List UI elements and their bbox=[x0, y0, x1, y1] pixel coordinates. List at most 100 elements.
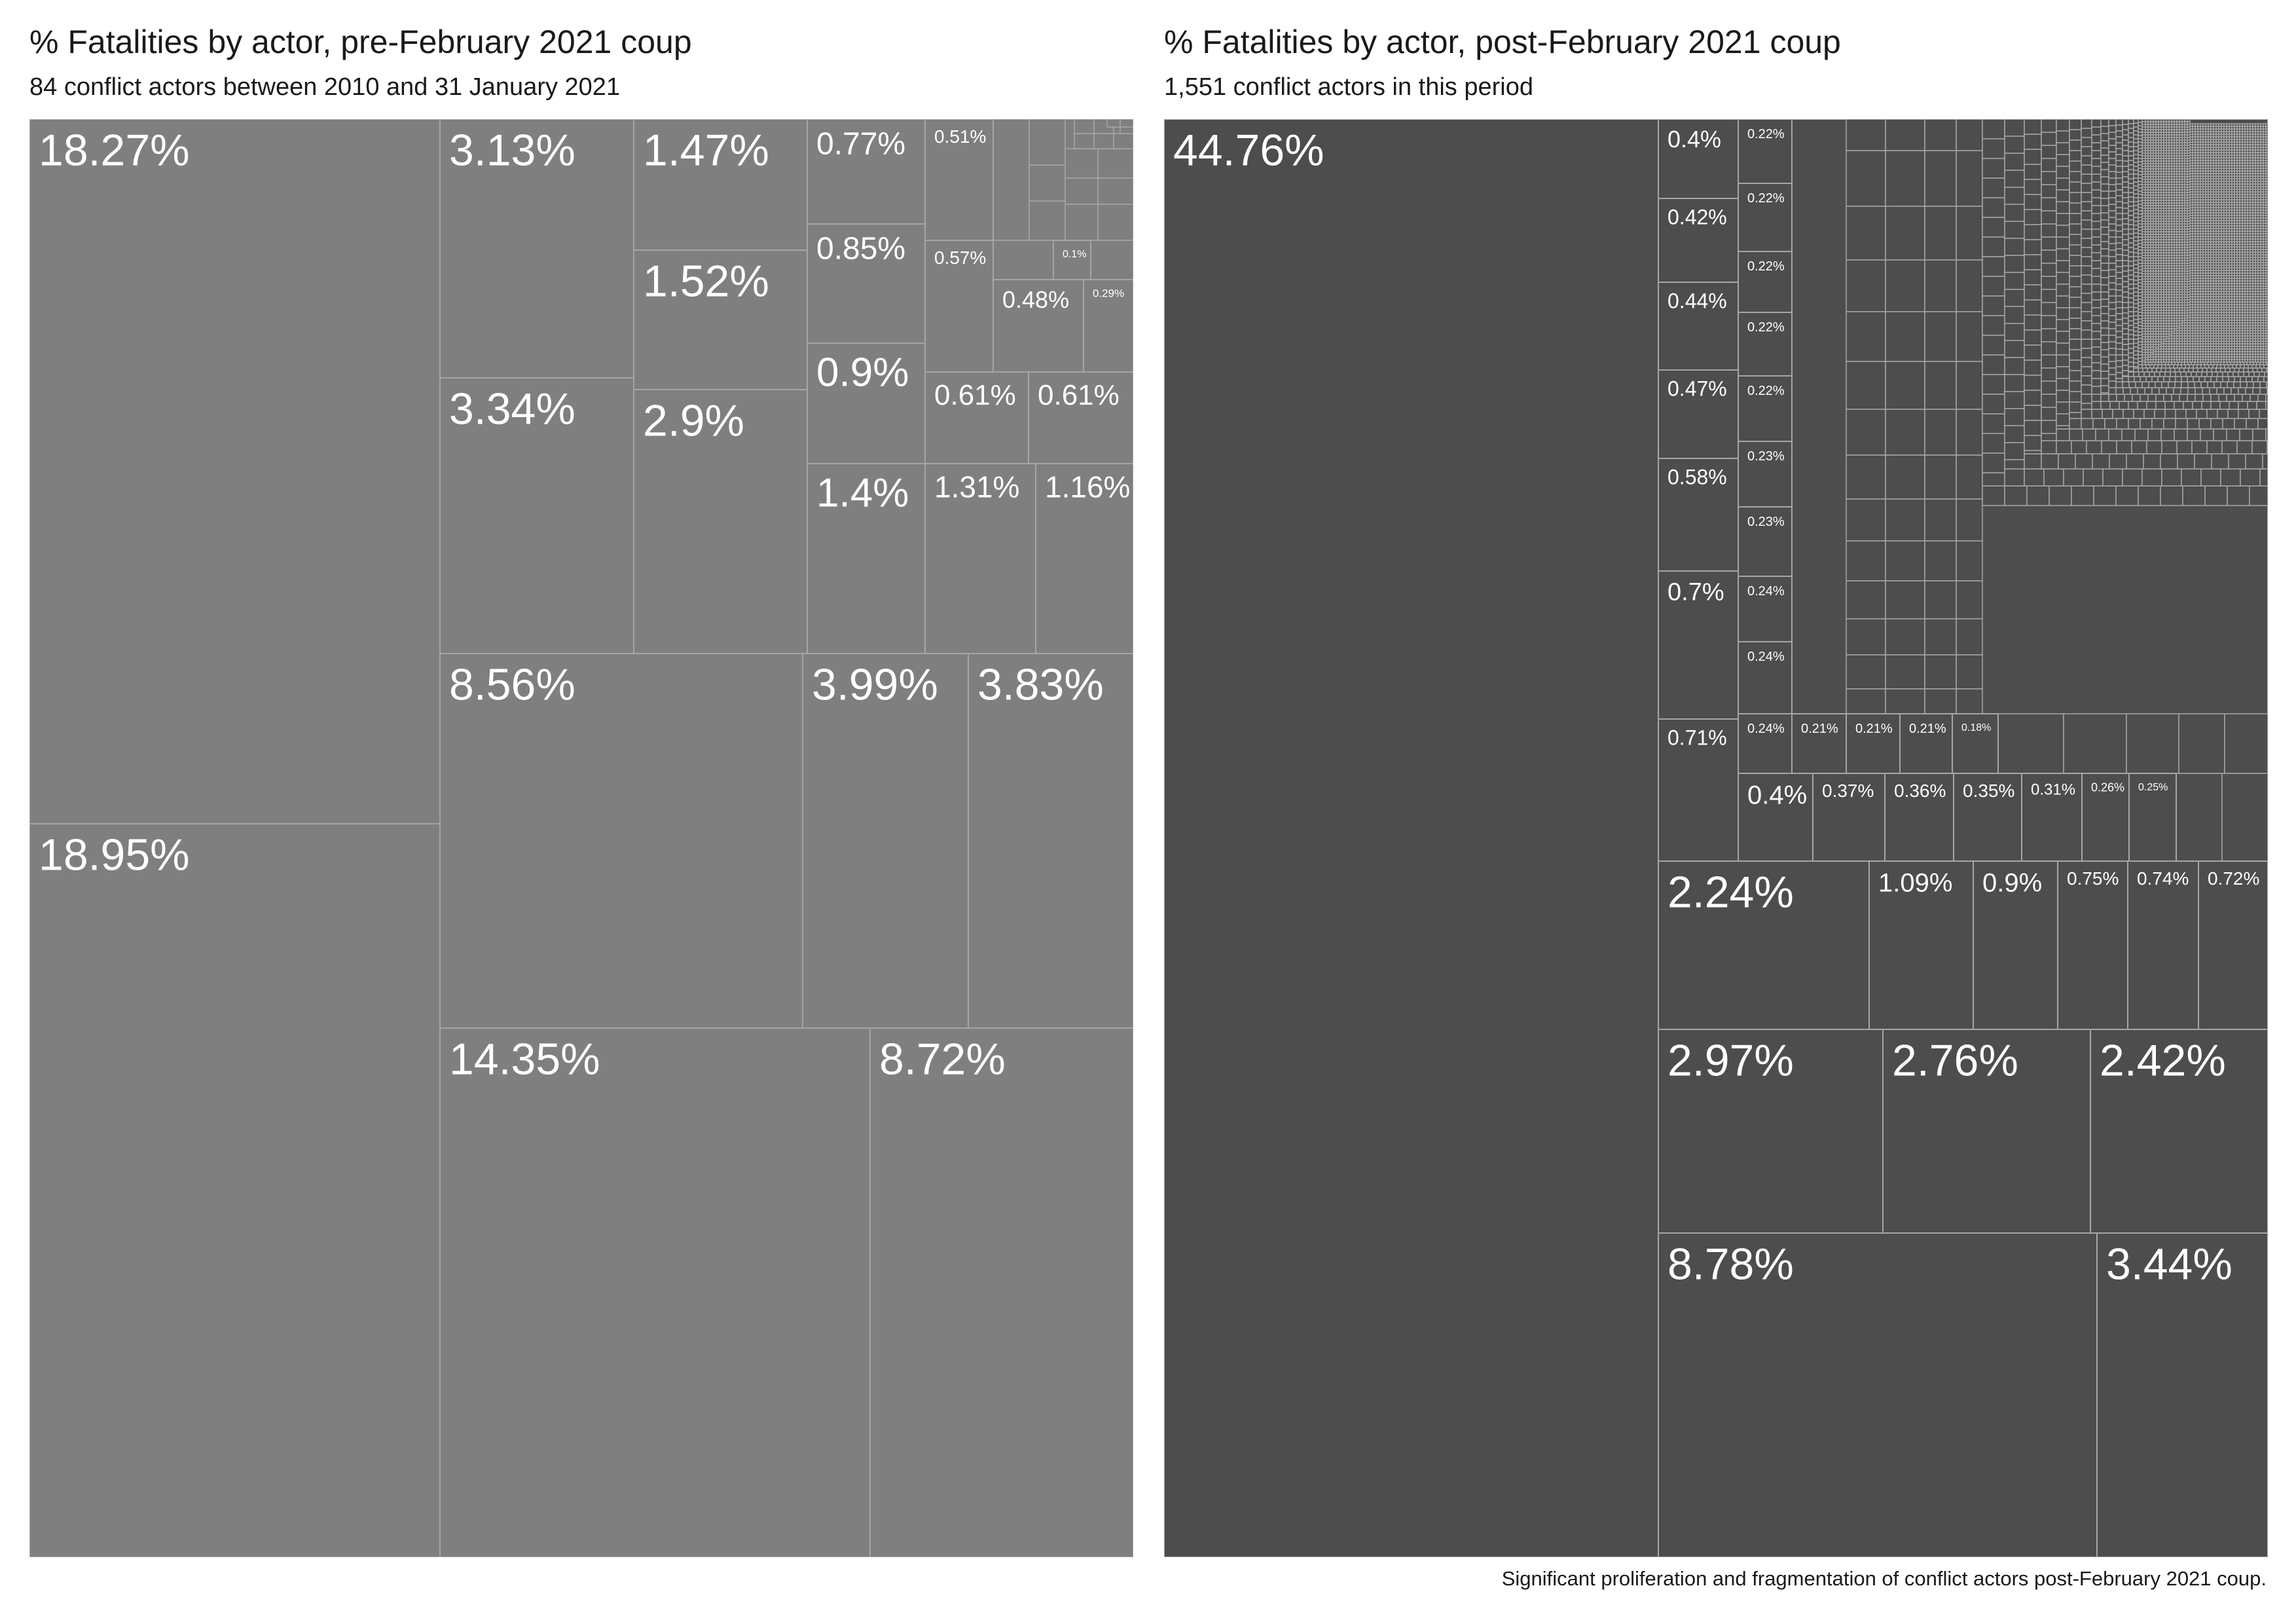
post-coup-small-actor-cell bbox=[2228, 376, 2235, 382]
post-coup-small-actor-cell bbox=[2163, 394, 2172, 402]
pre-coup-cell-label: 14.35% bbox=[449, 1034, 600, 1084]
post-coup-small-actor-cell bbox=[2128, 229, 2134, 234]
post-coup-small-actor-cell bbox=[2133, 284, 2139, 289]
post-coup-small-actor-cell bbox=[2218, 394, 2227, 402]
post-coup-small-actor-cell bbox=[2086, 440, 2102, 454]
pre-coup-cell: 2.9% bbox=[633, 389, 808, 654]
post-coup-small-actor-cell bbox=[2128, 119, 2134, 124]
pre-coup-cell-rect bbox=[807, 342, 926, 464]
post-coup-small-actor-cell bbox=[2170, 367, 2176, 373]
post-coup-small-actor-cell bbox=[2122, 119, 2129, 125]
post-coup-small-actor-cell bbox=[2115, 295, 2123, 303]
post-coup-small-actor-cell bbox=[2081, 219, 2092, 230]
post-coup-small-actor-cell bbox=[2069, 328, 2082, 340]
post-coup-small-actor-cell bbox=[2081, 311, 2092, 322]
post-coup-small-actor-cell bbox=[2138, 371, 2145, 377]
post-coup-small-actor-cell bbox=[2091, 346, 2102, 356]
post-coup-small-actor-cell bbox=[2133, 256, 2139, 261]
post-coup-small-actor-cell bbox=[2091, 221, 2102, 230]
post-coup-small-actor-cell bbox=[2108, 145, 2117, 153]
pre-coup-cell: 1.16% bbox=[1035, 463, 1133, 654]
post-coup-small-actor-cell bbox=[2056, 428, 2070, 441]
post-coup-small-actor-cell bbox=[2100, 277, 2109, 286]
post-coup-small-actor-cell bbox=[2177, 453, 2195, 470]
post-coup-small-actor-cell bbox=[2092, 453, 2110, 470]
post-coup-small-actor-cell bbox=[2102, 468, 2123, 487]
post-coup-small-actor-cell bbox=[2224, 713, 2268, 774]
post-coup-small-actor-cell bbox=[1924, 311, 1957, 362]
post-coup-small-actor-cell bbox=[2115, 248, 2123, 255]
post-coup-small-actor-cell bbox=[2133, 307, 2139, 312]
pre-coup-cell-rect bbox=[633, 249, 808, 390]
post-coup-small-actor-cell bbox=[2056, 354, 2070, 367]
post-coup-small-actor-cell bbox=[2256, 401, 2267, 410]
post-coup-small-actor-cell bbox=[2228, 453, 2246, 470]
post-coup-small-actor-cell bbox=[1982, 177, 2005, 198]
post-coup-small-actor-cell bbox=[2180, 371, 2187, 377]
post-coup-small-actor-cell bbox=[2122, 297, 2129, 303]
post-coup-small-actor-cell bbox=[2156, 367, 2162, 373]
post-coup-small-actor-cell bbox=[1982, 433, 2005, 454]
pre-coup-cell: 0.9% bbox=[807, 342, 926, 464]
post-coup-small-actor-cell bbox=[2206, 440, 2223, 454]
post-coup-small-actor-cell bbox=[2091, 323, 2102, 332]
post-coup-small-actor-cell bbox=[2216, 376, 2223, 382]
post-coup-small-actor-cell bbox=[2100, 335, 2109, 343]
post-coup-small-actor-cell bbox=[2259, 468, 2268, 487]
post-coup-small-actor-cell bbox=[2174, 401, 2184, 410]
pre-coup-cell-rect bbox=[802, 653, 969, 1029]
post-coup-small-actor-cell bbox=[2116, 440, 2132, 454]
post-coup-small-actor-cell bbox=[2004, 170, 2025, 188]
post-coup-small-actor-cell bbox=[2091, 268, 2102, 277]
post-coup-small-actor-cell bbox=[2217, 371, 2223, 377]
post-coup-small-actor-cell bbox=[2004, 238, 2025, 256]
post-coup-small-actor-cell bbox=[2252, 428, 2267, 441]
post-coup-small-actor-cell bbox=[2058, 453, 2076, 470]
post-coup-small-actor-cell bbox=[2115, 213, 2123, 220]
post-coup-small-actor-cell bbox=[2115, 183, 2123, 191]
post-coup-small-actor-cell bbox=[2122, 171, 2129, 177]
post-coup-small-actor-cell bbox=[1956, 654, 1983, 690]
post-coup-small-actor-cell bbox=[2004, 204, 2025, 222]
post-coup-small-actor-cell bbox=[2081, 274, 2092, 285]
post-coup-small-actor-cell bbox=[1924, 119, 1957, 151]
post-coup-small-actor-cell bbox=[2108, 132, 2117, 139]
post-coup-small-actor-cell bbox=[2182, 485, 2206, 506]
post-coup-small-actor-cell bbox=[2196, 371, 2202, 377]
post-coup-small-actor-cell bbox=[2133, 185, 2139, 191]
post-coup-small-actor-cell bbox=[2133, 303, 2139, 308]
pre-coup-title: % Fatalities by actor, pre-February 2021… bbox=[29, 24, 692, 60]
post-coup-small-actor-cell bbox=[2109, 401, 2120, 410]
post-coup-small-actor-cell bbox=[2211, 367, 2217, 373]
post-coup-small-actor-cell bbox=[2133, 252, 2139, 257]
post-coup-small-actor-cell bbox=[2201, 401, 2212, 410]
post-coup-small-actor-cell bbox=[2115, 348, 2123, 356]
post-coup-small-actor-cell bbox=[2081, 174, 2092, 184]
post-coup-small-actor-cell bbox=[2221, 440, 2238, 454]
post-coup-small-actor-cell bbox=[2004, 187, 2025, 205]
post-coup-small-actor-cell bbox=[2024, 360, 2042, 376]
post-coup-small-actor-cell bbox=[2056, 295, 2070, 308]
post-coup-small-actor-cell bbox=[2264, 371, 2268, 377]
post-coup-small-actor-cell bbox=[2104, 418, 2117, 430]
post-coup-small-actor-cell bbox=[2108, 322, 2117, 329]
post-coup-small-actor-cell bbox=[2122, 291, 2129, 298]
post-coup-small-actor-cell bbox=[2128, 334, 2134, 340]
post-coup-small-actor-cell bbox=[2024, 224, 2042, 240]
post-coup-small-actor-cell bbox=[2220, 381, 2228, 388]
post-coup-small-actor-cell bbox=[2004, 485, 2028, 506]
pre-coup-cell: 0.29% bbox=[1083, 279, 1133, 373]
post-coup-small-actor-cell bbox=[2024, 119, 2042, 135]
post-coup-small-actor-cell bbox=[2115, 172, 2123, 179]
pre-coup-cell: 0.48% bbox=[993, 279, 1084, 373]
post-coup-small-actor-cell bbox=[2133, 142, 2139, 147]
pre-coup-cell: 0.85% bbox=[807, 223, 926, 344]
post-coup-small-actor-cell bbox=[2122, 176, 2129, 183]
post-coup-small-actor-cell bbox=[2128, 325, 2134, 331]
post-coup-small-actor-cell bbox=[2133, 354, 2139, 360]
pre-coup-subtitle: 84 conflict actors between 2010 and 31 J… bbox=[29, 73, 621, 101]
post-coup-small-actor-cell bbox=[2004, 425, 2025, 443]
post-coup-small-actor-cell bbox=[1885, 654, 1925, 690]
post-coup-small-actor-cell bbox=[2101, 440, 2117, 454]
post-coup-small-actor-cell bbox=[2056, 440, 2072, 454]
